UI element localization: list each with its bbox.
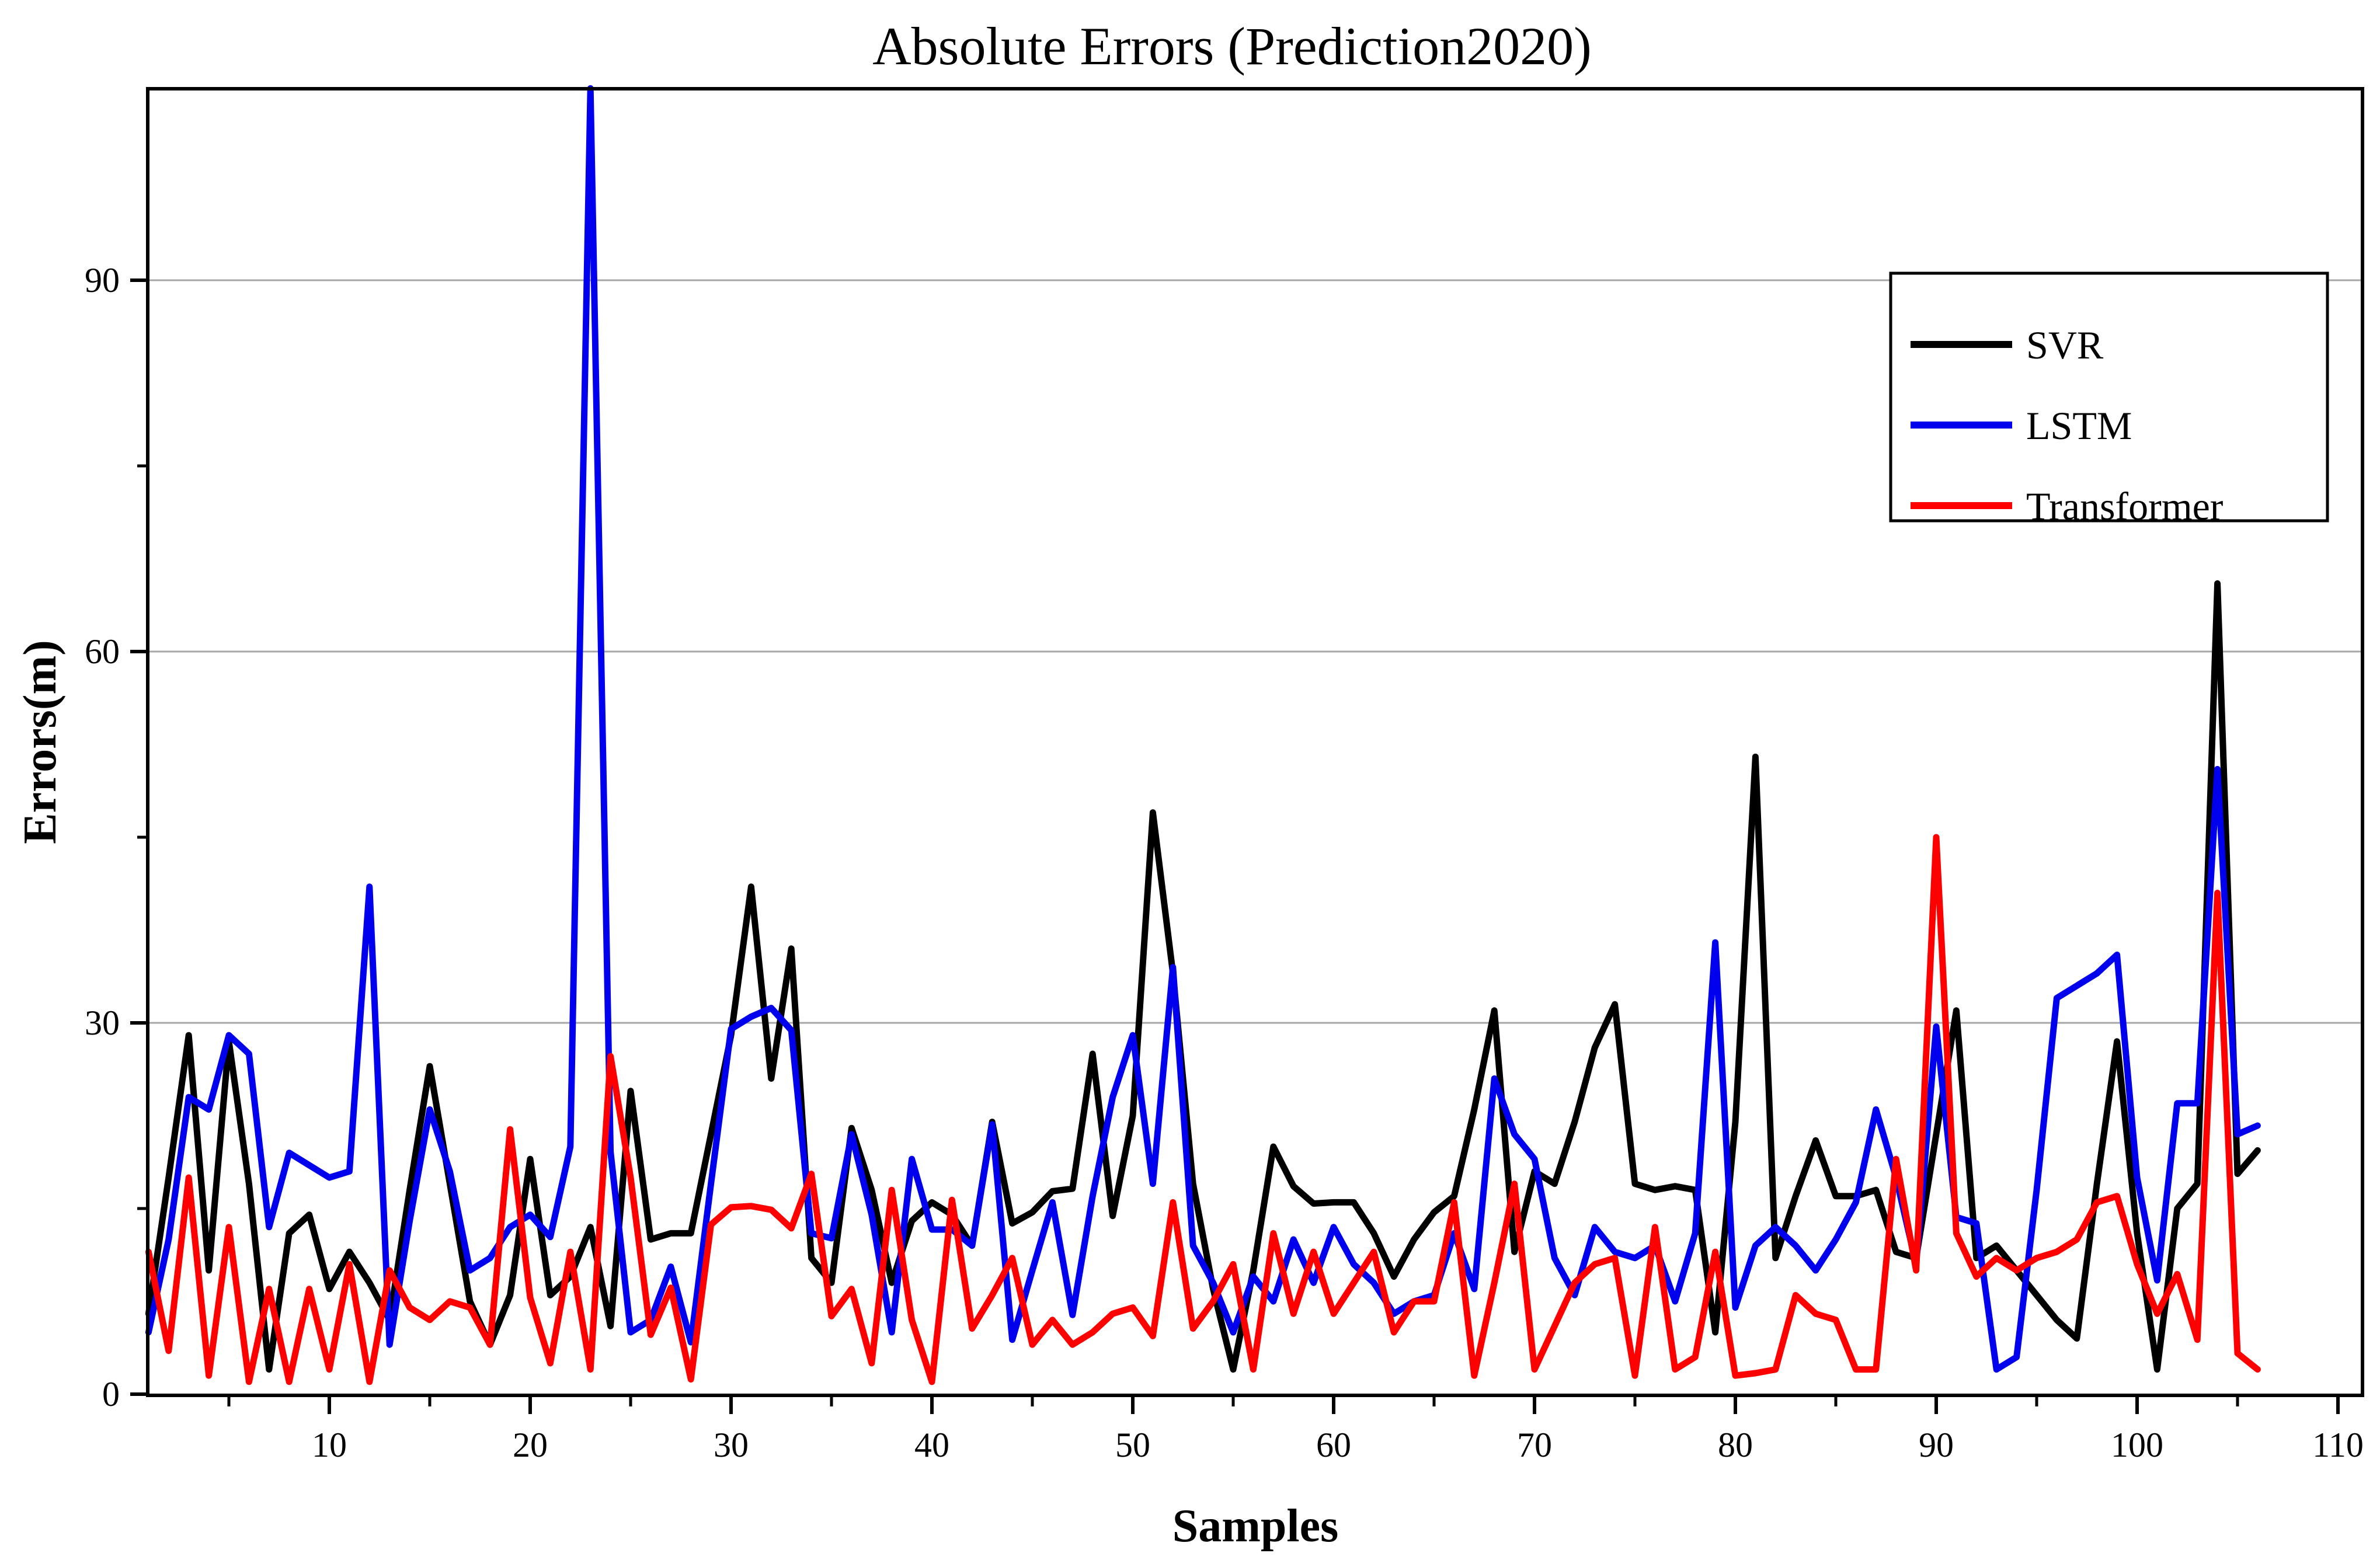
- ytick-label-30: 30: [85, 1004, 120, 1042]
- xtick-label-90: 90: [1919, 1426, 1954, 1464]
- series-line-svr: [145, 580, 2261, 1373]
- xtick-label-20: 20: [513, 1426, 548, 1464]
- y-axis-label: Errors(m): [15, 640, 66, 844]
- legend-border: [1889, 271, 2329, 523]
- xtick-label-60: 60: [1316, 1426, 1351, 1464]
- legend-label-svr: SVR: [2026, 323, 2104, 367]
- data-series-lines: [145, 85, 2261, 1385]
- series-line-transformer: [145, 834, 2261, 1385]
- ytick-label-60: 60: [85, 632, 120, 671]
- xtick-label-80: 80: [1718, 1426, 1753, 1464]
- x-axis-label: Samples: [1172, 1500, 1339, 1552]
- xtick-label-30: 30: [714, 1426, 749, 1464]
- legend-label-transformer: Transformer: [2026, 484, 2224, 528]
- xtick-label-70: 70: [1517, 1426, 1552, 1464]
- xtick-label-40: 40: [914, 1426, 949, 1464]
- xtick-label-10: 10: [312, 1426, 347, 1464]
- ytick-label-0: 0: [102, 1375, 120, 1413]
- xtick-label-110: 110: [2312, 1426, 2364, 1464]
- chart-title: Absolute Errors (Prediction2020): [872, 16, 1592, 76]
- axis-ticks: [130, 278, 2340, 1414]
- legend-box: SVR LSTM Transformer: [1889, 271, 2329, 528]
- axis-tick-labels: 0 30 60 90 10 20 30 40 50 60 70 80 90 100 110: [85, 261, 2364, 1464]
- plot-frame: [146, 87, 2364, 1397]
- legend-label-lstm: LSTM: [2026, 403, 2132, 448]
- xtick-label-50: 50: [1115, 1426, 1150, 1464]
- ytick-label-90: 90: [85, 261, 120, 300]
- xtick-label-100: 100: [2111, 1426, 2163, 1464]
